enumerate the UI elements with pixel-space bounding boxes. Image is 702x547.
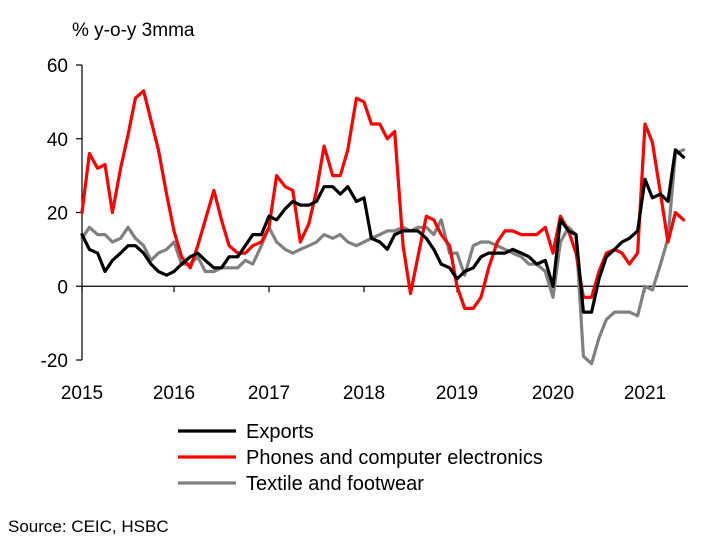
x-tick-label: 2020 (532, 383, 574, 404)
x-tick-label: 2016 (153, 383, 195, 404)
x-tick-label: 2018 (343, 383, 385, 404)
legend-item-textile: Textile and footwear (178, 473, 424, 495)
y-tick-label: -20 (41, 351, 68, 372)
x-tick-label: 2017 (248, 383, 290, 404)
y-tick-label: 60 (47, 56, 68, 77)
unit-label: % y-o-y 3mma (72, 20, 195, 41)
legend-label: Phones and computer electronics (246, 447, 543, 469)
y-axis: 60 40 20 0 -20 (41, 56, 83, 372)
x-axis: 2015 2016 2017 2018 2019 2020 2021 (61, 285, 688, 404)
series-layer (80, 89, 686, 366)
legend-item-phones: Phones and computer electronics (178, 447, 543, 469)
legend-label: Textile and footwear (246, 473, 424, 495)
series-line-phones (80, 89, 686, 310)
y-tick-label: 20 (47, 204, 68, 225)
legend-item-exports: Exports (178, 421, 314, 443)
legend-label: Exports (246, 421, 314, 443)
y-tick-label: 0 (57, 277, 68, 298)
x-tick-label: 2021 (624, 383, 666, 404)
y-tick-label: 40 (47, 130, 68, 151)
x-tick-label: 2015 (61, 383, 103, 404)
x-tick-label: 2019 (436, 383, 478, 404)
series-line-exports (80, 148, 686, 314)
series-line-textile (80, 148, 686, 366)
source-note: Source: CEIC, HSBC (8, 517, 169, 536)
legend: Exports Phones and computer electronics Te… (178, 421, 543, 495)
